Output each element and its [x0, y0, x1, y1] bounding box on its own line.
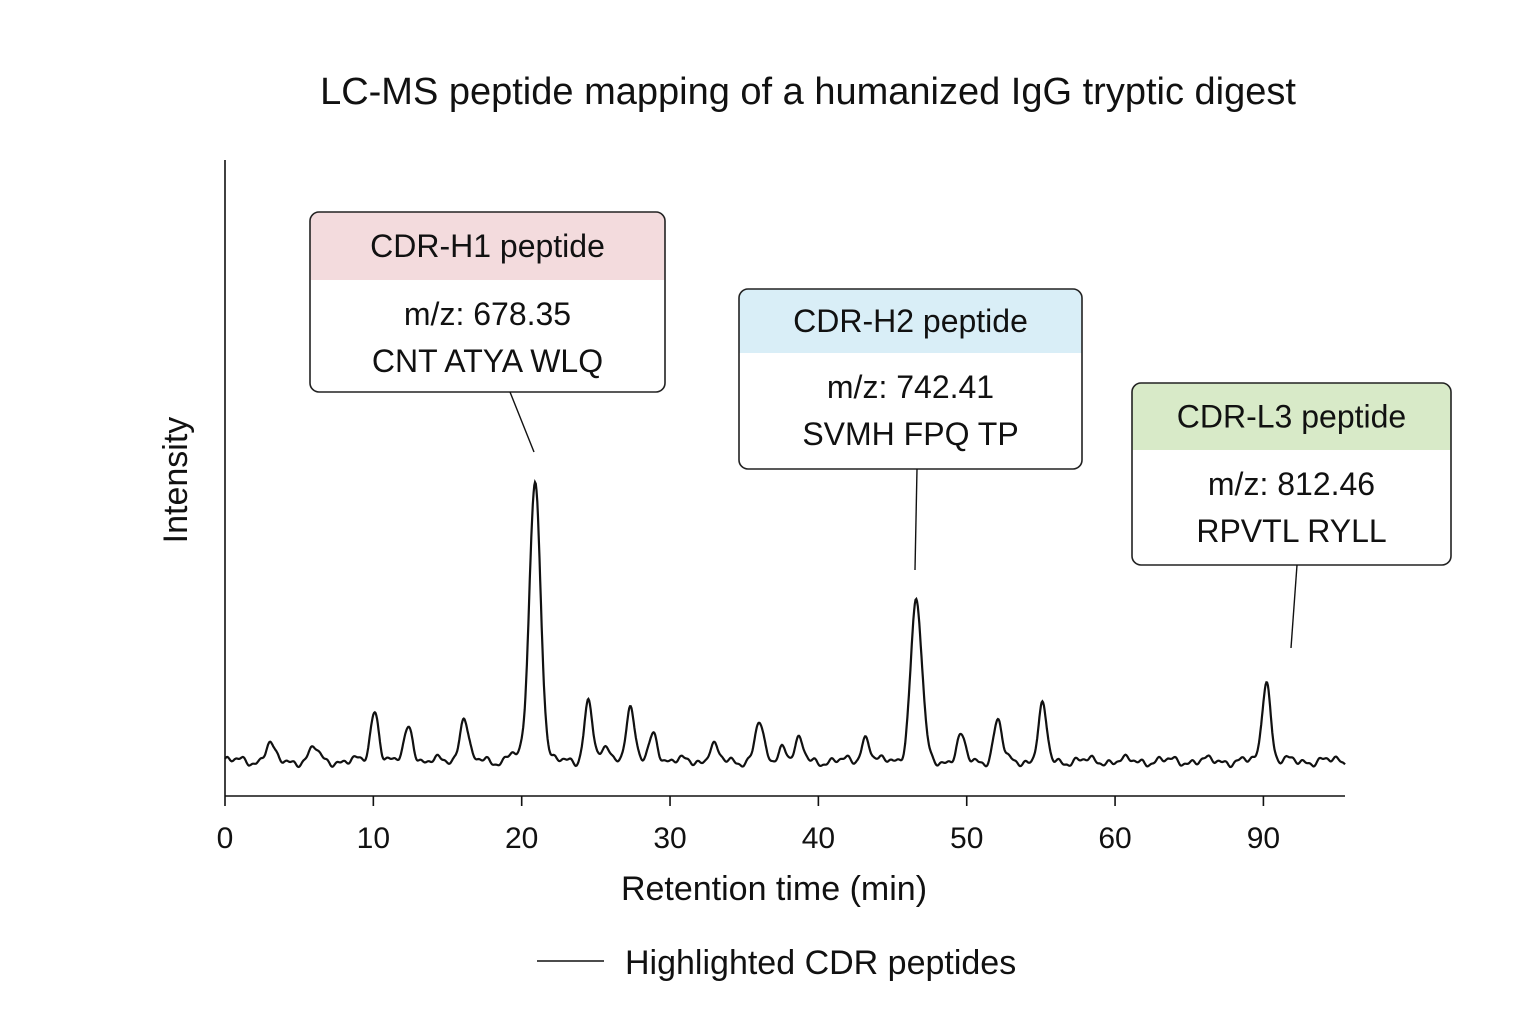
callout-header: [739, 289, 1082, 353]
callout-border: [738, 288, 1083, 470]
chart-title: LC-MS peptide mapping of a humanized IgG…: [320, 71, 1296, 113]
callout-leader-line: [509, 391, 535, 453]
x-tick-label: 30: [653, 822, 686, 855]
x-tick-label: 10: [357, 822, 390, 855]
callout-sequence: RPVTL RYLL: [1196, 513, 1386, 549]
callout-title: CDR-L3 peptide: [1177, 399, 1406, 435]
chromatogram-trace: [224, 478, 1346, 769]
y-axis-label: Intensity: [157, 417, 195, 544]
x-tick-label: 50: [950, 822, 983, 855]
x-axis-label: Retention time (min): [621, 870, 927, 908]
callout-header: [1132, 383, 1451, 450]
legend: Highlighted CDR peptides: [537, 944, 1016, 982]
callout-cdr-h1: CDR-H1 peptide m/z: 678.35 CNT ATYA WLQ: [309, 211, 666, 453]
callout-mz: m/z: 678.35: [404, 296, 571, 332]
callout-cdr-h2: CDR-H2 peptide m/z: 742.41 SVMH FPQ TP: [738, 288, 1083, 571]
callout-mz: m/z: 812.46: [1208, 466, 1375, 502]
callout-title: CDR-H1 peptide: [370, 228, 605, 264]
callout-leader-line: [914, 468, 918, 571]
callout-sequence: SVMH FPQ TP: [802, 416, 1018, 452]
x-tick-label: 90: [1247, 822, 1280, 855]
legend-label: Highlighted CDR peptides: [625, 944, 1016, 982]
callout-mz: m/z: 742.41: [827, 369, 994, 405]
x-tick-label: 60: [1098, 822, 1131, 855]
trace-layer: [224, 478, 1346, 769]
x-tick-label: 40: [802, 822, 835, 855]
callout-leader-line: [1290, 564, 1298, 649]
callout-cdr-l3: CDR-L3 peptide m/z: 812.46 RPVTL RYLL: [1131, 382, 1452, 649]
x-tick-group: 0 10 20 30 40 50 60 90: [217, 796, 1280, 855]
x-tick-label: 20: [505, 822, 538, 855]
callout-header: [310, 212, 665, 280]
x-tick-label: 0: [217, 822, 234, 855]
callout-title: CDR-H2 peptide: [793, 303, 1028, 339]
callout-sequence: CNT ATYA WLQ: [372, 343, 603, 379]
callout-border: [1131, 382, 1452, 566]
callout-border: [309, 211, 666, 393]
